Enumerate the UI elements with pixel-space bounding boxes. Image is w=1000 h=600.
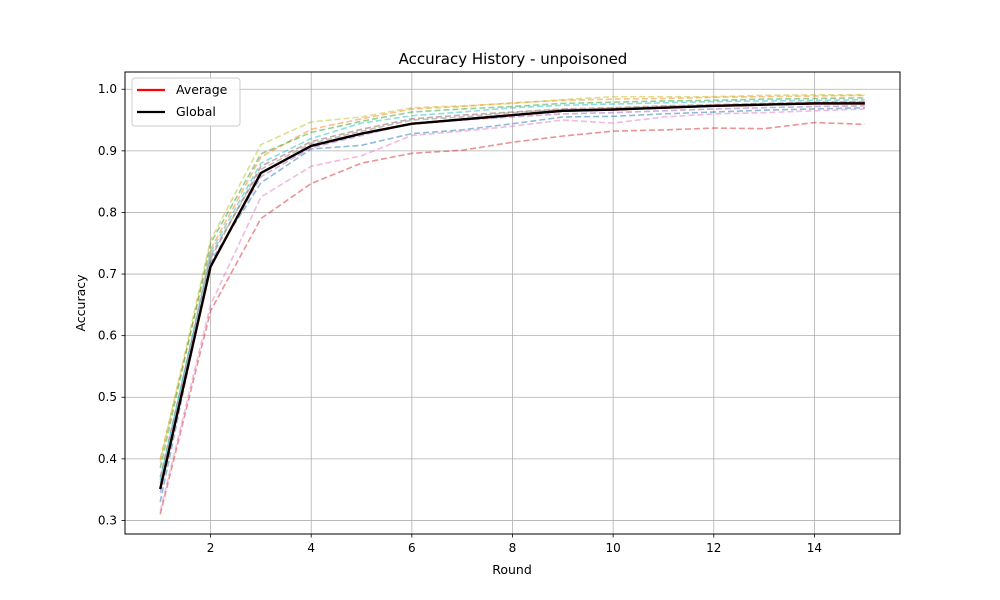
x-tick-label: 14 (807, 541, 822, 555)
legend-label-global: Global (176, 104, 216, 119)
y-tick-label: 1.0 (98, 82, 117, 96)
x-tick-label: 10 (606, 541, 621, 555)
x-tick-label: 12 (706, 541, 721, 555)
legend: Average Global (131, 77, 241, 127)
series-line-global (159, 102, 865, 490)
x-tick-label: 4 (307, 541, 315, 555)
series-line-client-10 (159, 98, 865, 481)
x-tick-label: 6 (408, 541, 416, 555)
y-tick-label: 0.7 (98, 267, 117, 281)
y-axis-label: Accuracy (73, 274, 88, 332)
x-tick-label: 8 (509, 541, 517, 555)
legend-label-average: Average (176, 82, 228, 97)
y-tick-label: 0.6 (98, 329, 117, 343)
series-line-client-2 (159, 94, 865, 460)
series-line-client-4 (159, 121, 865, 515)
x-axis-label: Round (492, 562, 532, 577)
series-line-client-1 (159, 106, 865, 503)
y-tick-label: 0.8 (98, 205, 117, 219)
series-line-client-7 (159, 108, 865, 512)
y-tick-label: 0.3 (98, 513, 117, 527)
chart-title: Accuracy History - unpoisoned (399, 50, 628, 68)
series-line-client-5 (159, 105, 865, 493)
y-tick-label: 0.9 (98, 144, 117, 158)
y-tick-label: 0.4 (98, 452, 117, 466)
series-line-client-3 (159, 97, 865, 469)
x-tick-label: 2 (207, 541, 215, 555)
y-tick-label: 0.5 (98, 390, 117, 404)
axis-ticks: 2 4 6 8 10 12 14 0.3 0.4 0.5 0.6 0.7 0.8 0.9 1.0 (98, 82, 822, 555)
series-lines (159, 93, 865, 515)
series-line-client-9 (159, 93, 865, 463)
grid (125, 72, 900, 534)
